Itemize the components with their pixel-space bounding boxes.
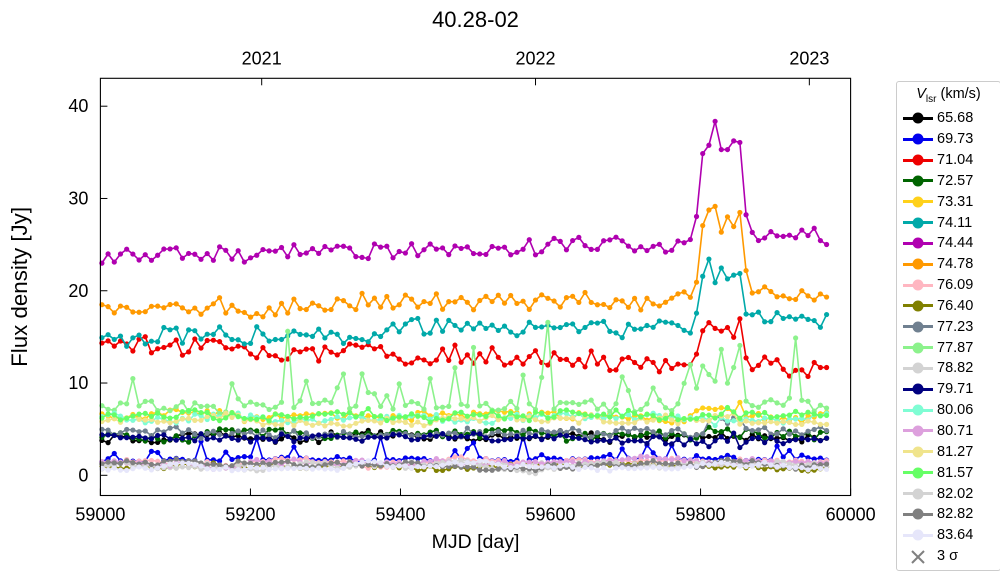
svg-text:59000: 59000 (75, 505, 125, 525)
svg-text:60000: 60000 (826, 505, 876, 525)
svg-text:Flux density [Jy]: Flux density [Jy] (7, 207, 32, 367)
svg-text:30: 30 (68, 188, 88, 208)
svg-text:20: 20 (68, 281, 88, 301)
svg-text:2022: 2022 (515, 48, 555, 68)
svg-text:10: 10 (68, 373, 88, 393)
svg-text:2023: 2023 (789, 48, 829, 68)
svg-text:0: 0 (78, 465, 88, 485)
svg-text:MJD [day]: MJD [day] (432, 531, 520, 553)
svg-text:59400: 59400 (375, 505, 425, 525)
svg-text:59800: 59800 (676, 505, 726, 525)
svg-text:59600: 59600 (525, 505, 575, 525)
svg-text:40: 40 (68, 96, 88, 116)
svg-text:59200: 59200 (225, 505, 275, 525)
svg-text:2021: 2021 (242, 48, 282, 68)
svg-text:40.28-02: 40.28-02 (432, 7, 519, 32)
